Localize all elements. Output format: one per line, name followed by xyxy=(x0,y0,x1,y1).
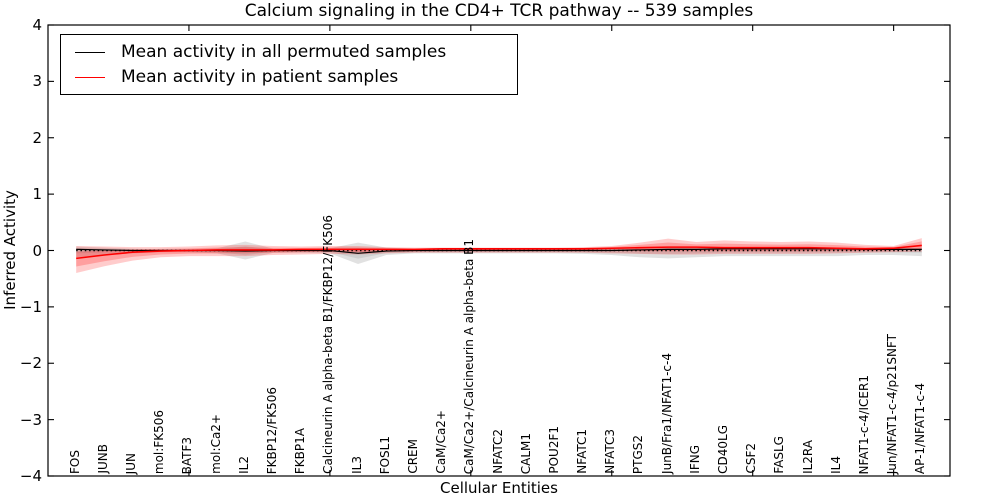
x-tick-label: JUN xyxy=(124,452,139,474)
permuted-line-sample-icon xyxy=(75,51,105,53)
x-tick-label: CaM/Ca2+/Calcineurin A alpha-beta B1 xyxy=(462,238,477,474)
x-tick-label: IL4 xyxy=(828,456,843,474)
y-tick-label: 2 xyxy=(32,128,42,147)
x-tick-label: CaM/Ca2+ xyxy=(434,410,449,474)
y-tick-label: 4 xyxy=(32,16,42,34)
x-axis-label: Cellular Entities xyxy=(440,479,558,497)
x-tick-label: CALM1 xyxy=(518,432,533,474)
y-tick-label: −3 xyxy=(19,410,42,429)
x-tick-label: BATF3 xyxy=(180,436,195,474)
x-tick-label: CD40LG xyxy=(716,425,730,474)
x-tick-label: AP-1/NFAT1-c-4 xyxy=(913,382,928,474)
y-tick-label: −1 xyxy=(19,297,42,316)
x-tick-label: FOSL1 xyxy=(377,435,392,474)
chart-title: Calcium signaling in the CD4+ TCR pathwa… xyxy=(244,1,754,21)
y-tick-label: 0 xyxy=(32,241,42,260)
legend-label-patient: Mean activity in patient samples xyxy=(121,67,399,87)
legend: Mean activity in all permuted samples Me… xyxy=(60,34,518,95)
y-tick-label: 3 xyxy=(32,72,42,91)
x-tick-label: FOS xyxy=(67,450,82,474)
x-tick-label: IL2RA xyxy=(800,440,815,474)
y-tick-label: 1 xyxy=(32,185,42,204)
x-tick-label: IL3 xyxy=(349,456,364,474)
x-tick-label: mol:Ca2+ xyxy=(208,414,223,474)
legend-item-patient: Mean activity in patient samples xyxy=(75,67,503,87)
x-tick-label: Jun/NFAT1-c-4/p21SNFT xyxy=(885,333,900,474)
x-tick-label: CSF2 xyxy=(744,443,759,474)
y-tick-label: −2 xyxy=(19,354,42,373)
x-tick-label: NFATC3 xyxy=(603,429,618,474)
permuted-band-outer xyxy=(76,241,922,265)
legend-item-permuted: Mean activity in all permuted samples xyxy=(75,42,503,62)
x-tick-label: IFNG xyxy=(687,445,702,474)
x-tick-label: NFATC1 xyxy=(575,429,590,474)
x-tick-label: JunB/Fra1/NFAT1-c-4 xyxy=(659,353,674,474)
x-tick-label: FKBP1A xyxy=(293,427,308,474)
patient-mean-line xyxy=(76,244,922,260)
patient-line-sample-icon xyxy=(75,76,105,78)
x-tick-label: Calcineurin A alpha-beta B1/FKBP12/FK506 xyxy=(321,215,336,474)
x-tick-label: IL2 xyxy=(236,456,251,474)
x-tick-label: CREM xyxy=(405,439,420,474)
x-tick-label: mol:FK506 xyxy=(152,409,167,474)
x-tick-label: JUNB xyxy=(95,444,110,474)
y-tick-label: −4 xyxy=(19,467,42,485)
x-tick-label: POU2F1 xyxy=(546,426,561,474)
x-tick-label: NFATC2 xyxy=(490,429,505,474)
x-tick-label: FASLG xyxy=(772,436,787,474)
legend-label-permuted: Mean activity in all permuted samples xyxy=(121,42,447,62)
x-tick-label: FKBP12/FK506 xyxy=(265,386,279,474)
x-tick-label: PTGS2 xyxy=(631,434,646,474)
x-tick-label: NFAT1-c-4/ICER1 xyxy=(856,374,871,474)
